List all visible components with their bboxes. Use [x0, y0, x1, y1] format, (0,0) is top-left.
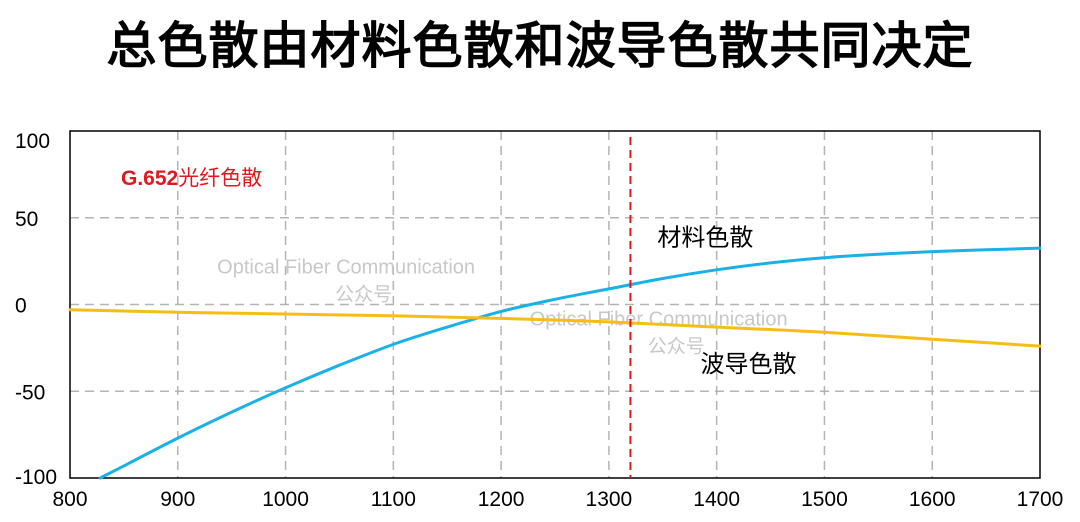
- x-tick-label: 900: [160, 488, 195, 511]
- chart-note: G.652光纤色散: [121, 166, 262, 190]
- watermark-text: Optical Fiber Communication: [530, 308, 788, 330]
- x-tick-label: 1300: [586, 488, 633, 511]
- watermark-layer: Optical Fiber Communication 公众号 Optical Fi…: [217, 256, 787, 357]
- x-tick-label: 1100: [371, 488, 416, 511]
- x-tick-label: 1200: [478, 488, 525, 511]
- series-line-1: [98, 246, 1042, 480]
- x-tick-label: 1700: [1017, 488, 1064, 511]
- y-tick-label: 0: [15, 295, 27, 318]
- series-annotation: 材料色散: [657, 224, 753, 252]
- y-tick-label: -100: [15, 466, 57, 489]
- chart-note-desc: 光纤色散: [178, 166, 262, 190]
- grid-layer: [70, 131, 1040, 478]
- watermark-subtext: 公众号: [335, 283, 392, 305]
- x-tick-label: 1000: [262, 488, 309, 511]
- y-tick-label: 50: [15, 208, 38, 231]
- series-line-2: [68, 308, 1042, 348]
- page-title: 总色散由材料色散和波导色散共同决定: [106, 17, 974, 75]
- tick-layer: 800 900 1000 1100 1200 1300 1400 1500 1600 170010…: [15, 130, 1063, 511]
- x-tick-label: 800: [52, 488, 87, 511]
- y-tick-label: -50: [15, 381, 45, 404]
- series-layer: [68, 137, 1042, 480]
- series-annotation: 波导色散: [701, 350, 797, 378]
- watermark-text: Optical Fiber Communication: [217, 256, 475, 278]
- watermark-subtext: 公众号: [648, 335, 705, 357]
- y-tick-label: 100: [15, 130, 50, 153]
- x-tick-label: 1600: [909, 488, 956, 511]
- chart-note-code: G.652: [121, 167, 178, 190]
- x-tick-label: 1400: [693, 488, 740, 511]
- plot-frame: [69, 130, 1041, 479]
- x-tick-label: 1500: [801, 488, 848, 511]
